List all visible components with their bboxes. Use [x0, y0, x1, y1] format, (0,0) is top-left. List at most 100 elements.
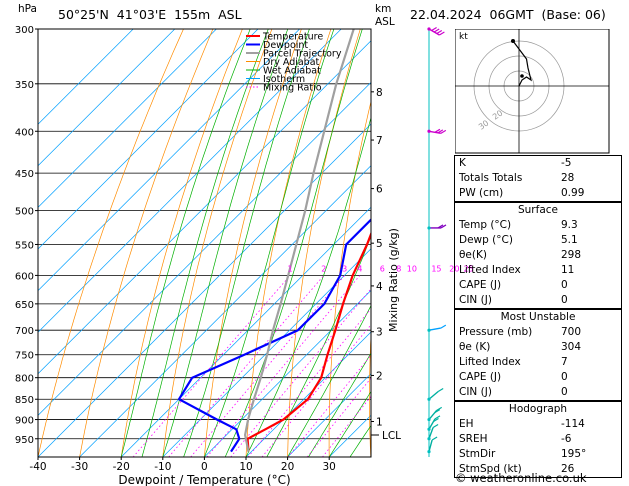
mixing-ratio-axis-label: Mixing Ratio (g/kg): [387, 228, 400, 332]
isotherm-line: [38, 123, 371, 457]
mixing-ratio-line: [168, 275, 325, 457]
hodograph-trace: [512, 40, 532, 87]
wind-barb-feather: [437, 387, 444, 393]
km-tick-label: 6: [376, 184, 383, 196]
wind-barb: [428, 427, 434, 440]
km-tick-label: 7: [376, 135, 383, 147]
wind-barb: [428, 439, 433, 452]
km-tick-label: 3: [376, 327, 383, 339]
wet-adiabat-line: [183, 29, 310, 457]
mixing-ratio-label: 4: [357, 264, 362, 273]
hodograph-index-label: StmDir: [459, 448, 496, 460]
general-index-label: K: [459, 157, 466, 169]
most-unstable-index-value: 0: [561, 386, 568, 398]
general-indices: K -5 Totals Totals 28 PW (cm) 0.99: [455, 156, 621, 202]
hodograph-index-value: -6: [561, 433, 572, 445]
dry-adiabat-line: [120, 29, 243, 457]
isotherm-line: [38, 29, 342, 333]
isotherm-line: [38, 29, 217, 208]
temperature-tick-label: 30: [323, 461, 336, 473]
profile-dewpoint: [177, 218, 371, 453]
temperature-tick-label: 20: [281, 461, 294, 473]
dry-adiabat-line: [38, 29, 184, 457]
most-unstable-index-row: Pressure (mb) 700: [455, 325, 621, 340]
temperature-tick-label: -40: [29, 461, 46, 473]
wind-barb-feather: [436, 406, 443, 411]
surface-index-row: CAPE (J) 0: [455, 278, 621, 293]
wind-level-dot: [427, 27, 431, 31]
most-unstable-indices: Most Unstable Pressure (mb) 700 θe (K) 304 Li…: [455, 309, 621, 401]
hpa-label: hPa: [18, 3, 37, 15]
pressure-tick-label: 600: [15, 271, 34, 282]
wind-profile: [427, 26, 447, 457]
mixing-ratio-label: 2: [321, 264, 326, 273]
pressure-tick-label: 300: [15, 25, 34, 36]
surface-index-label: Dewp (°C): [459, 234, 513, 246]
mixing-ratio-line: [132, 275, 291, 457]
pressure-tick-label: 350: [15, 80, 34, 91]
wind-barb-feather: [439, 31, 445, 36]
isotherm-line: [38, 29, 134, 125]
hodograph-index-label: StmSpd (kt): [459, 463, 522, 475]
wet-adiabat-line: [204, 29, 335, 457]
isotherm-line: [204, 289, 371, 457]
hodograph-index-value: 26: [561, 463, 575, 475]
wind-level-dot: [427, 417, 431, 422]
mixing-ratio-label: 8: [396, 264, 401, 273]
wind-level-dot: [427, 397, 431, 401]
surface-index-row: Dewp (°C) 5.1: [455, 233, 621, 248]
most-unstable-index-row: CAPE (J) 0: [455, 370, 621, 385]
wet-adiabat-line: [162, 29, 289, 457]
temperature-tick-label: 10: [239, 461, 252, 473]
most-unstable-index-title: Most Unstable: [455, 309, 621, 325]
temperature-tick-label: -10: [154, 461, 171, 473]
legend-label: Isotherm: [263, 74, 305, 85]
lcl-label: LCL: [382, 430, 401, 442]
mixing-ratio-label: 10: [407, 264, 417, 273]
mixing-ratio-label: 15: [431, 264, 441, 273]
isotherm-line: [38, 29, 176, 167]
isotherm-line: [120, 206, 371, 457]
most-unstable-index-value: 7: [561, 356, 568, 368]
pressure-tick-label: 750: [15, 351, 34, 362]
general-index-row: PW (cm) 0.99: [455, 186, 621, 201]
pressure-tick-label: 500: [15, 207, 34, 218]
surface-index-value: 9.3: [561, 219, 578, 231]
hodograph-end-marker: [511, 39, 515, 43]
isotherm-line: [162, 248, 371, 457]
most-unstable-index-label: CIN (J): [459, 386, 492, 398]
wind-level-dot: [427, 437, 431, 441]
surface-index-value: 0: [561, 279, 568, 291]
copyright-text: © weatheronline.co.uk: [455, 471, 587, 485]
hodograph-index-value: -114: [561, 418, 585, 430]
legend-label: Wet Adiabat: [263, 66, 321, 77]
temperature-tick-label: 0: [201, 461, 208, 473]
hodograph-index-row: SREH -6: [455, 432, 621, 447]
hodograph-index-value: 195°: [561, 448, 587, 460]
wind-barb-feather: [434, 409, 441, 414]
surface-index-value: 11: [561, 264, 575, 276]
temperature-tick-label: -20: [113, 461, 130, 473]
most-unstable-index-label: CAPE (J): [459, 371, 502, 383]
profile-temperature: [246, 231, 371, 452]
most-unstable-index-row: CIN (J) 0: [455, 385, 621, 400]
dry-adiabat-line: [204, 29, 302, 457]
km-asl-label: km ASL: [375, 3, 395, 28]
isotherm-line: [287, 373, 371, 457]
legend-label: Dry Adiabat: [263, 57, 320, 68]
surface-index-label: θe(K): [459, 249, 487, 261]
wind-barb: [428, 390, 439, 400]
hodograph-unit-label: kt: [459, 32, 468, 42]
hodograph-index-row: EH -114: [455, 417, 621, 432]
surface-index-label: CAPE (J): [459, 279, 502, 291]
wind-level-dot: [427, 129, 431, 133]
general-index-value: 0.99: [561, 187, 585, 199]
most-unstable-index-row: Lifted Index 7: [455, 355, 621, 370]
general-index-label: Totals Totals: [459, 172, 523, 184]
wind-barb-feather: [434, 128, 441, 133]
x-axis-label: Dewpoint / Temperature (°C): [118, 473, 290, 486]
surface-index-value: 298: [561, 249, 582, 261]
mixing-ratio-line: [287, 354, 371, 457]
isotherm-line: [79, 165, 371, 457]
wind-barb-feather: [440, 324, 447, 329]
